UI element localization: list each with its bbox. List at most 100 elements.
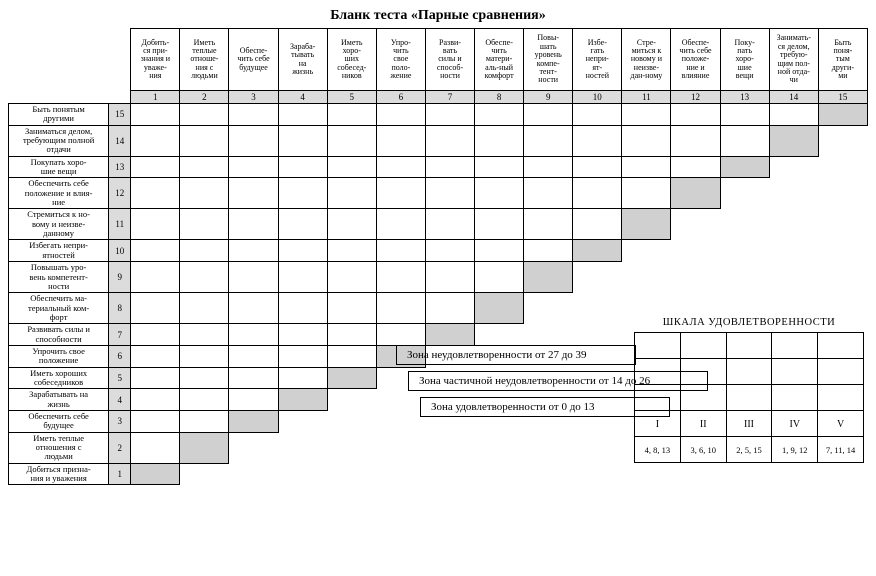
cell-r13-c6[interactable]	[376, 156, 425, 178]
cell-r15-c1[interactable]	[131, 104, 180, 126]
cell-r12-c2[interactable]	[180, 178, 229, 209]
cell-r14-c7[interactable]	[425, 125, 474, 156]
cell-r12-c1[interactable]	[131, 178, 180, 209]
cell-r13-c7[interactable]	[425, 156, 474, 178]
cell-r13-c1[interactable]	[131, 156, 180, 178]
cell-r15-c11[interactable]	[622, 104, 671, 126]
empty	[818, 262, 867, 293]
cell-r10-c9[interactable]	[524, 240, 573, 262]
cell-r13-c9[interactable]	[524, 156, 573, 178]
cell-r10-c8[interactable]	[475, 240, 524, 262]
cell-r9-c5[interactable]	[327, 262, 376, 293]
cell-r12-c5[interactable]	[327, 178, 376, 209]
cell-r14-c5[interactable]	[327, 125, 376, 156]
cell-r15-c6[interactable]	[376, 104, 425, 126]
cell-r9-c1[interactable]	[131, 262, 180, 293]
cell-r15-c5[interactable]	[327, 104, 376, 126]
cell-r9-c6[interactable]	[376, 262, 425, 293]
cell-r15-c12[interactable]	[671, 104, 720, 126]
empty	[769, 240, 818, 262]
scale-roman-5: V	[818, 411, 864, 437]
cell-r10-c6[interactable]	[376, 240, 425, 262]
cell-r10-c3[interactable]	[229, 240, 278, 262]
cell-r15-c13[interactable]	[720, 104, 769, 126]
cell-r12-c10[interactable]	[573, 178, 622, 209]
cell-r11-c3[interactable]	[229, 209, 278, 240]
cell-r14-c6[interactable]	[376, 125, 425, 156]
cell-r14-c4[interactable]	[278, 125, 327, 156]
cell-r11-c10[interactable]	[573, 209, 622, 240]
cell-r14-c1[interactable]	[131, 125, 180, 156]
diag-r13	[720, 156, 769, 178]
empty	[720, 240, 769, 262]
cell-r9-c3[interactable]	[229, 262, 278, 293]
cell-r15-c3[interactable]	[229, 104, 278, 126]
cell-r11-c4[interactable]	[278, 209, 327, 240]
cell-r14-c8[interactable]	[475, 125, 524, 156]
cell-r11-c2[interactable]	[180, 209, 229, 240]
cell-r15-c4[interactable]	[278, 104, 327, 126]
cell-r9-c8[interactable]	[475, 262, 524, 293]
cell-r11-c8[interactable]	[475, 209, 524, 240]
cell-r12-c9[interactable]	[524, 178, 573, 209]
cell-r14-c11[interactable]	[622, 125, 671, 156]
corner-blank	[9, 29, 131, 91]
cell-r15-c2[interactable]	[180, 104, 229, 126]
cell-r13-c4[interactable]	[278, 156, 327, 178]
cell-r11-c6[interactable]	[376, 209, 425, 240]
empty	[769, 262, 818, 293]
col-header-15: Бытьпоня-тымдруги-ми	[818, 29, 867, 91]
col-number-2: 2	[180, 91, 229, 104]
empty	[671, 240, 720, 262]
row-number-11: 11	[109, 209, 131, 240]
cell-r14-c10[interactable]	[573, 125, 622, 156]
cell-r9-c4[interactable]	[278, 262, 327, 293]
col-number-4: 4	[278, 91, 327, 104]
cell-r13-c5[interactable]	[327, 156, 376, 178]
cell-r13-c10[interactable]	[573, 156, 622, 178]
cell-r14-c9[interactable]	[524, 125, 573, 156]
cell-r14-c13[interactable]	[720, 125, 769, 156]
diag-r11	[622, 209, 671, 240]
cell-r10-c7[interactable]	[425, 240, 474, 262]
cell-r12-c7[interactable]	[425, 178, 474, 209]
diag-r15	[818, 104, 867, 126]
cell-r13-c12[interactable]	[671, 156, 720, 178]
cell-r12-c4[interactable]	[278, 178, 327, 209]
empty	[573, 262, 622, 293]
cell-r9-c2[interactable]	[180, 262, 229, 293]
cell-r12-c3[interactable]	[229, 178, 278, 209]
cell-r13-c2[interactable]	[180, 156, 229, 178]
cell-r12-c11[interactable]	[622, 178, 671, 209]
cell-r15-c14[interactable]	[769, 104, 818, 126]
cell-r10-c2[interactable]	[180, 240, 229, 262]
cell-r13-c11[interactable]	[622, 156, 671, 178]
cell-r14-c3[interactable]	[229, 125, 278, 156]
cell-r11-c9[interactable]	[524, 209, 573, 240]
cell-r15-c10[interactable]	[573, 104, 622, 126]
cell-r14-c12[interactable]	[671, 125, 720, 156]
scale-nums-1: 4, 8, 13	[635, 437, 681, 463]
col-number-5: 5	[327, 91, 376, 104]
col-header-9: Повы-шатьуровенькомпе-тент-ности	[524, 29, 573, 91]
cell-r12-c8[interactable]	[475, 178, 524, 209]
cell-r11-c5[interactable]	[327, 209, 376, 240]
cell-r12-c6[interactable]	[376, 178, 425, 209]
cell-r15-c9[interactable]	[524, 104, 573, 126]
empty	[818, 156, 867, 178]
cell-r10-c5[interactable]	[327, 240, 376, 262]
col-header-10: Избе-гатьнепри-ят-ностей	[573, 29, 622, 91]
cell-r10-c1[interactable]	[131, 240, 180, 262]
cell-r14-c2[interactable]	[180, 125, 229, 156]
empty	[720, 262, 769, 293]
cell-r15-c8[interactable]	[475, 104, 524, 126]
cell-r9-c7[interactable]	[425, 262, 474, 293]
cell-r15-c7[interactable]	[425, 104, 474, 126]
cell-r13-c8[interactable]	[475, 156, 524, 178]
empty	[671, 262, 720, 293]
cell-r13-c3[interactable]	[229, 156, 278, 178]
cell-r10-c4[interactable]	[278, 240, 327, 262]
cell-r11-c1[interactable]	[131, 209, 180, 240]
scale-nums-5: 7, 11, 14	[818, 437, 864, 463]
cell-r11-c7[interactable]	[425, 209, 474, 240]
